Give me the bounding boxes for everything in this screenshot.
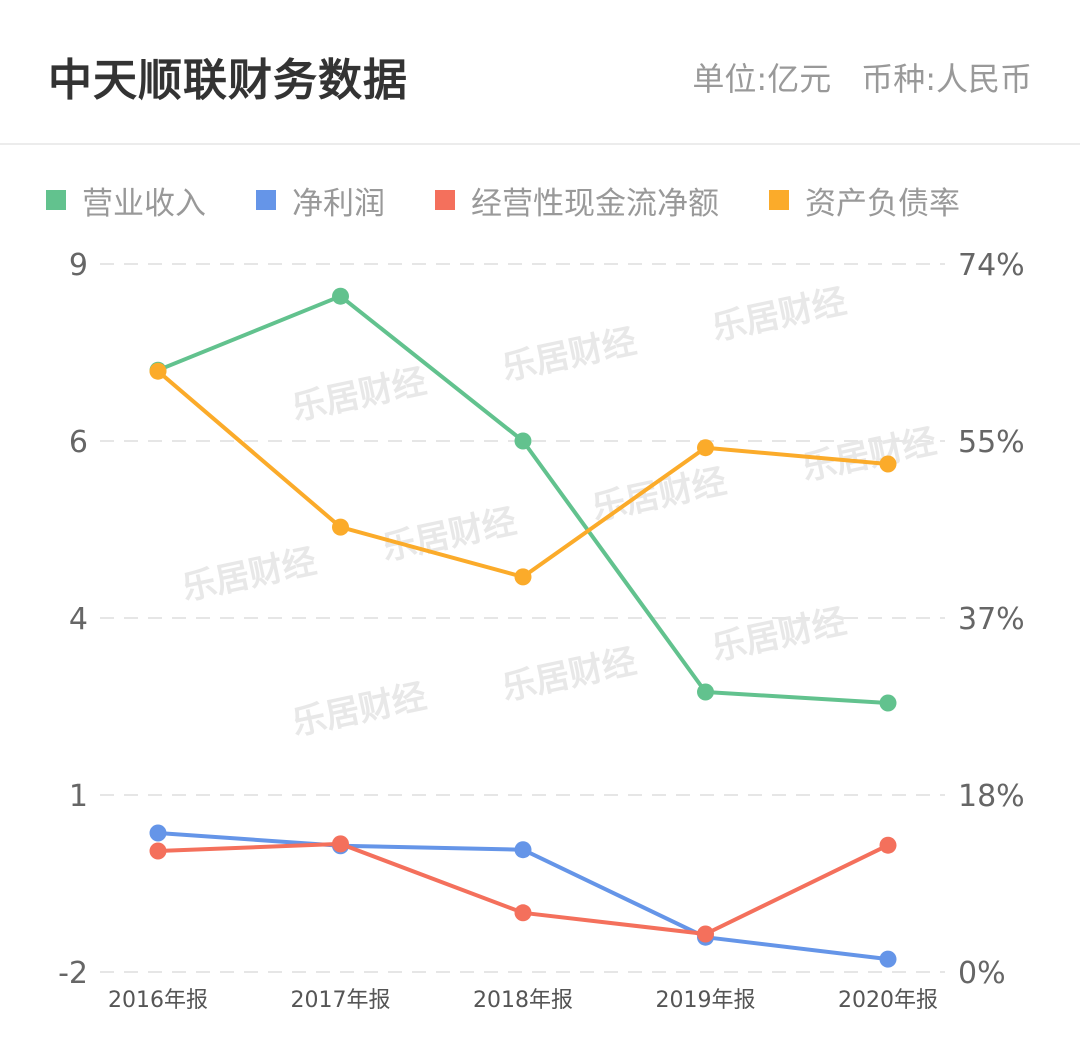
legend-item-revenue[interactable]: 营业收入 — [46, 178, 206, 223]
watermark-text: 乐居财经 — [799, 421, 940, 488]
right-axis-tick: 74% — [958, 248, 1025, 283]
unit-info: 单位:亿元 币种:人民币 — [662, 54, 1032, 100]
watermark-text: 乐居财经 — [709, 281, 850, 348]
left-axis-tick: 4 — [69, 602, 88, 637]
right-axis-tick: 0% — [958, 956, 1006, 991]
legend-item-operating-cashflow[interactable]: 经营性现金流净额 — [435, 178, 719, 223]
data-point[interactable] — [149, 824, 167, 842]
legend-label: 净利润 — [292, 185, 385, 222]
right-axis-tick: 37% — [958, 602, 1025, 637]
data-point[interactable] — [514, 904, 532, 922]
legend-swatch-icon — [435, 190, 455, 210]
x-axis-tick: 2016年报 — [108, 988, 208, 1013]
data-point[interactable] — [332, 518, 349, 536]
right-axis-tick: 55% — [958, 425, 1025, 460]
left-axis-tick: -2 — [58, 956, 88, 991]
watermark-text: 乐居财经 — [709, 601, 850, 668]
watermark-text: 乐居财经 — [499, 641, 640, 708]
chart-legend: 营业收入 净利润 经营性现金流净额 资产负债率 — [46, 178, 1010, 222]
x-axis-tick: 2017年报 — [291, 988, 391, 1013]
left-axis-tick: 1 — [69, 779, 88, 814]
data-point[interactable] — [514, 568, 532, 586]
data-point[interactable] — [149, 362, 167, 380]
watermark-text: 乐居财经 — [289, 361, 430, 428]
x-axis-tick: 2018年报 — [473, 988, 573, 1013]
legend-swatch-icon — [46, 190, 66, 210]
data-point[interactable] — [514, 432, 532, 450]
unit-label: 单位:亿元 — [692, 60, 832, 98]
data-point[interactable] — [332, 835, 349, 853]
data-point[interactable] — [879, 836, 897, 854]
left-axis-tick: 6 — [69, 425, 88, 460]
data-point[interactable] — [879, 694, 897, 712]
legend-swatch-icon — [256, 190, 276, 210]
x-axis-tick: 2019年报 — [656, 988, 756, 1013]
data-point[interactable] — [697, 683, 714, 701]
currency-label: 币种:人民币 — [861, 60, 1032, 98]
watermark-text: 乐居财经 — [589, 461, 730, 528]
data-point[interactable] — [879, 950, 897, 968]
chart-title: 中天顺联财务数据 — [48, 55, 408, 106]
legend-swatch-icon — [769, 190, 789, 210]
watermark-text: 乐居财经 — [179, 541, 320, 608]
legend-label: 资产负债率 — [805, 185, 960, 222]
legend-item-net-profit[interactable]: 净利润 — [256, 178, 385, 223]
legend-label: 营业收入 — [82, 185, 206, 222]
data-point[interactable] — [332, 287, 349, 305]
data-point[interactable] — [879, 455, 897, 473]
legend-label: 经营性现金流净额 — [471, 185, 719, 222]
data-point[interactable] — [149, 842, 167, 860]
watermark-text: 乐居财经 — [289, 676, 430, 743]
series-line — [156, 369, 889, 579]
data-point[interactable] — [697, 925, 714, 943]
chart-header: 中天顺联财务数据 单位:亿元 币种:人民币 — [0, 0, 1080, 145]
watermark-text: 乐居财经 — [499, 321, 640, 388]
data-point[interactable] — [697, 439, 714, 457]
right-axis-tick: 18% — [958, 779, 1025, 814]
data-point[interactable] — [514, 841, 532, 859]
left-axis-tick: 9 — [69, 248, 88, 283]
x-axis-tick: 2020年报 — [838, 988, 938, 1013]
legend-item-debt-ratio[interactable]: 资产负债率 — [769, 178, 960, 223]
